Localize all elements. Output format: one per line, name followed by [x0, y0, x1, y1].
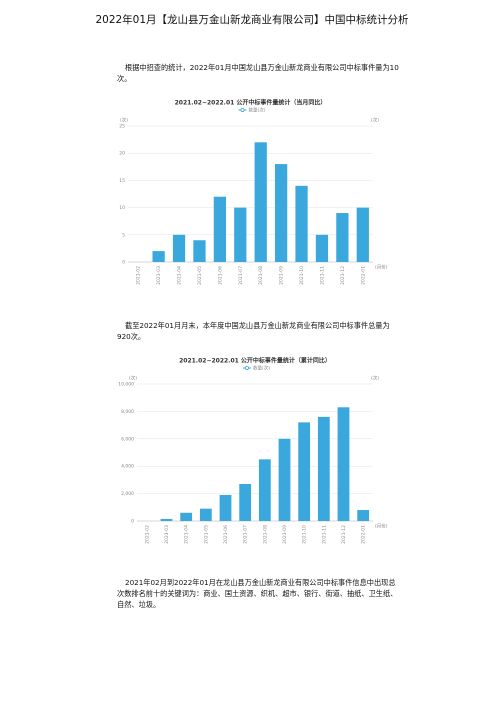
x-tick-label: 2021-11	[321, 525, 327, 544]
x-tick-label: 2021-11	[319, 266, 325, 285]
x-tick-label: 2021-06	[223, 525, 229, 544]
y-tick-label: 4,000	[121, 464, 134, 470]
x-tick-label: 2022-01	[361, 525, 367, 544]
bar	[193, 240, 206, 262]
x-tick-label: 2021-10	[299, 266, 305, 285]
x-tick-label: 2021-07	[238, 266, 244, 285]
x-tick-label: 2021-09	[282, 525, 288, 544]
paragraph: 2021年02月到2022年01月在龙山县万金山新龙商业有限公司中标事件信息中出…	[117, 578, 398, 609]
x-tick-label: 2021-12	[341, 525, 347, 544]
x-tick-label: 2021-12	[340, 266, 346, 285]
bar	[234, 207, 247, 262]
bar	[278, 438, 291, 521]
y-tick-label: 5	[122, 232, 125, 238]
y-tick-label: 25	[119, 124, 125, 130]
bar	[298, 422, 311, 521]
bar	[199, 508, 212, 521]
bar	[160, 518, 173, 521]
y-tick-label: 0	[131, 519, 134, 525]
bar	[295, 185, 308, 262]
x-tick-label: 2021-04	[184, 525, 190, 544]
x-tick-label: 2021-02	[136, 266, 142, 285]
y-axis-label-right: (次)	[371, 117, 379, 124]
y-tick-label: 2,000	[121, 491, 134, 497]
x-tick-label: 2021-08	[262, 525, 268, 544]
bar	[275, 164, 288, 262]
x-tick-label: 2021-05	[203, 525, 209, 544]
y-tick-label: 15	[119, 178, 125, 184]
x-axis-label: (月份)	[375, 523, 388, 530]
x-tick-label: 2021-08	[258, 266, 264, 285]
y-axis-label-right: (次)	[371, 375, 379, 382]
chart-title: 2021.02~2022.01 公开中标事件量统计（当月同比）	[175, 99, 327, 107]
bar	[180, 512, 193, 521]
paragraph: 截至2022年01月月末，本年度中国龙山县万金山新龙商业有限公司中标事件总量为9…	[117, 321, 390, 341]
legend-marker	[244, 365, 249, 370]
legend-marker	[240, 108, 245, 113]
x-tick-label: 2021-02	[144, 525, 150, 544]
bar	[239, 484, 252, 521]
y-tick-label: 6,000	[121, 436, 134, 442]
x-axis-label: (月份)	[375, 264, 388, 271]
x-tick-label: 2021-03	[164, 525, 170, 544]
y-tick-label: 20	[119, 151, 125, 157]
chart-title: 2021.02~2022.01 公开中标事件量统计（累计同比）	[179, 357, 331, 365]
bar	[315, 234, 329, 262]
legend-label: 数量(次)	[253, 365, 270, 372]
bar	[258, 459, 271, 521]
bar	[213, 196, 226, 262]
x-tick-label: 2021-04	[177, 266, 183, 285]
bar	[337, 407, 350, 521]
bar	[317, 416, 330, 521]
bar	[152, 251, 165, 262]
x-tick-label: 2021-09	[279, 266, 285, 285]
bar	[336, 213, 349, 262]
y-tick-label: 10,000	[118, 382, 134, 388]
bar	[219, 494, 232, 521]
x-tick-label: 2022-01	[360, 266, 366, 285]
x-tick-label: 2021-05	[197, 266, 203, 285]
y-axis-label: (次)	[129, 375, 137, 382]
bar	[357, 510, 370, 521]
y-tick-label: 0	[122, 260, 125, 266]
bar	[356, 207, 369, 262]
x-tick-label: 2021-07	[243, 525, 249, 544]
paragraph: 根据中招查的统计，2022年01月中国龙山县万金山新龙商业有限公司中标事件量为1…	[117, 63, 399, 83]
doc-title: 2022年01月【龙山县万金山新龙商业有限公司】中国中标统计分析	[95, 14, 409, 26]
bar	[172, 234, 186, 262]
x-tick-label: 2021-10	[302, 525, 308, 544]
bar	[254, 142, 267, 262]
y-tick-label: 10	[119, 205, 125, 211]
legend-label: 数量(次)	[249, 107, 266, 114]
x-tick-label: 2021-06	[217, 266, 223, 285]
y-tick-label: 8,000	[121, 409, 134, 415]
x-tick-label: 2021-03	[156, 266, 162, 285]
y-axis-label: (次)	[120, 117, 128, 124]
